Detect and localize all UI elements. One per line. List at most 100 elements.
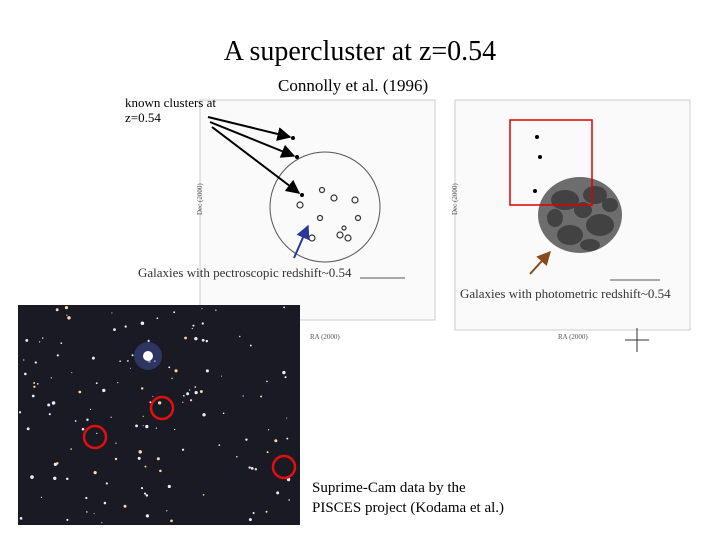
star xyxy=(50,377,52,379)
star xyxy=(93,513,95,515)
star xyxy=(283,306,286,309)
field-circle xyxy=(269,151,381,263)
star xyxy=(18,411,22,414)
arrow xyxy=(207,116,292,141)
star xyxy=(55,308,59,312)
star xyxy=(78,390,82,394)
title: A supercluster at z=0.54 xyxy=(223,36,497,67)
star xyxy=(218,444,221,446)
star xyxy=(67,316,71,320)
star xyxy=(26,427,30,431)
star xyxy=(96,432,98,435)
star xyxy=(145,514,150,518)
star xyxy=(126,360,129,362)
star xyxy=(140,487,144,490)
star xyxy=(55,462,59,465)
star xyxy=(93,470,97,475)
star xyxy=(202,413,206,417)
cluster-dot xyxy=(291,136,295,140)
star xyxy=(33,385,36,388)
cluster-dot xyxy=(295,155,299,159)
star xyxy=(248,466,251,469)
star xyxy=(86,511,88,513)
star xyxy=(37,383,39,385)
arrow xyxy=(293,224,310,259)
star xyxy=(202,494,205,496)
star xyxy=(155,427,157,429)
star xyxy=(95,382,98,385)
cluster-dot xyxy=(300,193,304,197)
star xyxy=(119,360,121,362)
star xyxy=(267,429,270,431)
star xyxy=(24,372,27,376)
star xyxy=(201,338,205,342)
star xyxy=(142,425,144,427)
star xyxy=(194,391,198,395)
star xyxy=(124,325,127,328)
sky-image xyxy=(18,305,300,525)
annotation: known clusters at xyxy=(125,95,216,110)
cluster-circles xyxy=(82,395,297,480)
axis-label: Dec (2000) xyxy=(196,183,204,215)
star xyxy=(239,335,241,338)
star xyxy=(101,522,103,524)
star xyxy=(182,401,184,403)
star xyxy=(266,380,268,383)
arrow xyxy=(211,126,301,194)
star xyxy=(173,311,176,314)
star xyxy=(168,366,171,369)
star xyxy=(110,416,112,418)
star xyxy=(105,482,108,485)
star xyxy=(144,492,147,495)
star xyxy=(220,375,223,377)
star xyxy=(170,519,173,523)
star xyxy=(201,322,204,325)
star xyxy=(74,420,77,422)
star xyxy=(189,399,193,402)
star xyxy=(249,344,252,347)
star xyxy=(56,354,59,357)
star xyxy=(86,418,89,421)
star xyxy=(147,339,150,342)
star xyxy=(159,469,162,473)
star xyxy=(156,457,160,461)
annotation: z=0.54 xyxy=(125,110,161,125)
bright-star xyxy=(143,351,153,361)
star xyxy=(131,354,134,357)
star xyxy=(149,401,152,404)
star xyxy=(186,392,190,396)
cluster-dot xyxy=(533,189,537,193)
star xyxy=(103,501,107,505)
annotation: Galaxies with photometric redshift~0.54 xyxy=(460,286,671,301)
star xyxy=(236,455,238,458)
star xyxy=(137,456,141,460)
star xyxy=(171,377,173,380)
star xyxy=(117,382,119,384)
star xyxy=(31,394,35,398)
star xyxy=(70,448,72,450)
citation: Connolly et al. (1996) xyxy=(278,76,429,95)
star xyxy=(192,324,195,327)
star xyxy=(167,484,171,489)
star xyxy=(34,361,37,364)
star xyxy=(64,306,69,310)
star xyxy=(174,428,176,431)
star xyxy=(142,415,144,417)
star xyxy=(114,457,118,461)
star xyxy=(23,359,25,361)
star xyxy=(284,376,287,379)
star xyxy=(123,504,127,508)
star xyxy=(130,367,132,369)
credit: PISCES project (Kodama et al.) xyxy=(312,500,505,516)
star xyxy=(286,417,288,419)
star xyxy=(144,465,147,468)
star xyxy=(205,339,209,343)
star xyxy=(199,390,203,394)
star xyxy=(138,450,142,454)
star xyxy=(111,312,113,314)
star xyxy=(205,369,209,373)
star xyxy=(189,389,191,391)
star xyxy=(266,451,269,454)
star xyxy=(274,439,278,443)
star xyxy=(19,517,23,520)
